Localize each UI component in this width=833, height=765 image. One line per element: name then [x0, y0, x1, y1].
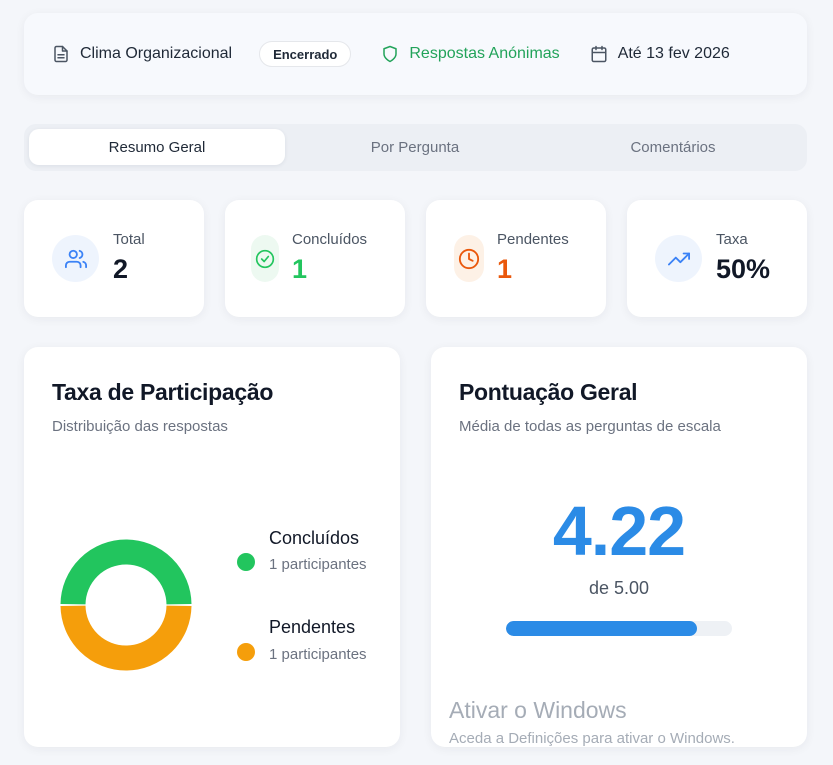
legend-count-concluidos: 1 participantes: [269, 556, 367, 573]
legend-name-concluidos: Concluídos: [269, 528, 360, 548]
watermark-subtitle: Aceda a Definições para ativar o Windows…: [449, 730, 735, 747]
deadline-group: Até 13 fev 2026: [590, 45, 730, 63]
participation-subtitle: Distribuição das respostas: [52, 418, 228, 435]
stat-card-total: Total 2: [24, 200, 204, 317]
score-title: Pontuação Geral: [459, 379, 638, 405]
tab-por-pergunta[interactable]: Por Pergunta: [370, 138, 460, 156]
document-icon: [54, 45, 68, 63]
stat-icon-wrap: [251, 235, 279, 282]
results-tabs: Resumo Geral Por Pergunta Comentários: [24, 124, 807, 171]
survey-title: Clima Organizacional: [80, 45, 233, 62]
stat-label: Pendentes: [497, 231, 569, 248]
stat-label: Concluídos: [292, 231, 368, 248]
anonymous-label: Respostas Anónimas: [409, 45, 560, 62]
legend-name-pendentes: Pendentes: [269, 617, 356, 637]
legend-count-pendentes: 1 participantes: [269, 646, 367, 663]
windows-activation-watermark: Ativar o Windows Aceda a Definições para…: [449, 697, 735, 747]
deadline-label: Até 13 fev 2026: [617, 45, 730, 62]
anonymous-indicator: Respostas Anónimas: [381, 45, 560, 63]
stat-icon-wrap: [454, 235, 484, 282]
donut-slice-pendentes: [60, 605, 192, 671]
survey-header: Clima Organizacional Encerrado Respostas…: [24, 13, 807, 95]
score-subtitle: Média de todas as perguntas de escala: [459, 418, 721, 435]
score-progress-fill: [506, 621, 697, 636]
stat-label: Total: [113, 231, 145, 248]
stat-card-concluidos: Concluídos 1: [225, 200, 405, 317]
legend-dot-pendentes: [237, 643, 255, 661]
stat-value: 1: [292, 254, 308, 284]
participation-donut-chart: [60, 539, 192, 671]
survey-title-group: Clima Organizacional: [52, 45, 232, 63]
tab-resumo-geral[interactable]: Resumo Geral: [29, 129, 285, 165]
score-progress-bar: [506, 621, 732, 636]
stat-label: Taxa: [716, 231, 748, 248]
stat-value: 1: [497, 254, 513, 284]
users-icon: [64, 249, 87, 268]
score-card: Pontuação Geral Média de todas as pergun…: [431, 347, 807, 747]
stat-value: 50%: [716, 254, 771, 284]
score-max: de 5.00: [588, 578, 650, 598]
shield-icon: [383, 45, 398, 63]
stat-card-taxa: Taxa 50%: [627, 200, 807, 317]
stat-card-pendentes: Pendentes 1: [426, 200, 606, 317]
watermark-title: Ativar o Windows: [449, 697, 627, 723]
calendar-icon: [591, 45, 607, 63]
trending-up-icon: [667, 252, 690, 265]
stat-value: 2: [113, 254, 129, 284]
participation-card: Taxa de Participação Distribuição das re…: [24, 347, 400, 747]
stat-icon-wrap: [52, 235, 99, 282]
stat-icon-wrap: [655, 235, 702, 282]
donut-slice-concluídos: [60, 539, 192, 605]
participation-title: Taxa de Participação: [52, 379, 274, 405]
legend-dot-concluidos: [237, 553, 255, 571]
status-badge: Encerrado: [259, 41, 352, 67]
tab-comentarios[interactable]: Comentários: [630, 138, 716, 156]
check-circle-icon: [255, 249, 275, 268]
score-value: 4.22: [552, 492, 686, 570]
clock-icon: [458, 248, 480, 269]
